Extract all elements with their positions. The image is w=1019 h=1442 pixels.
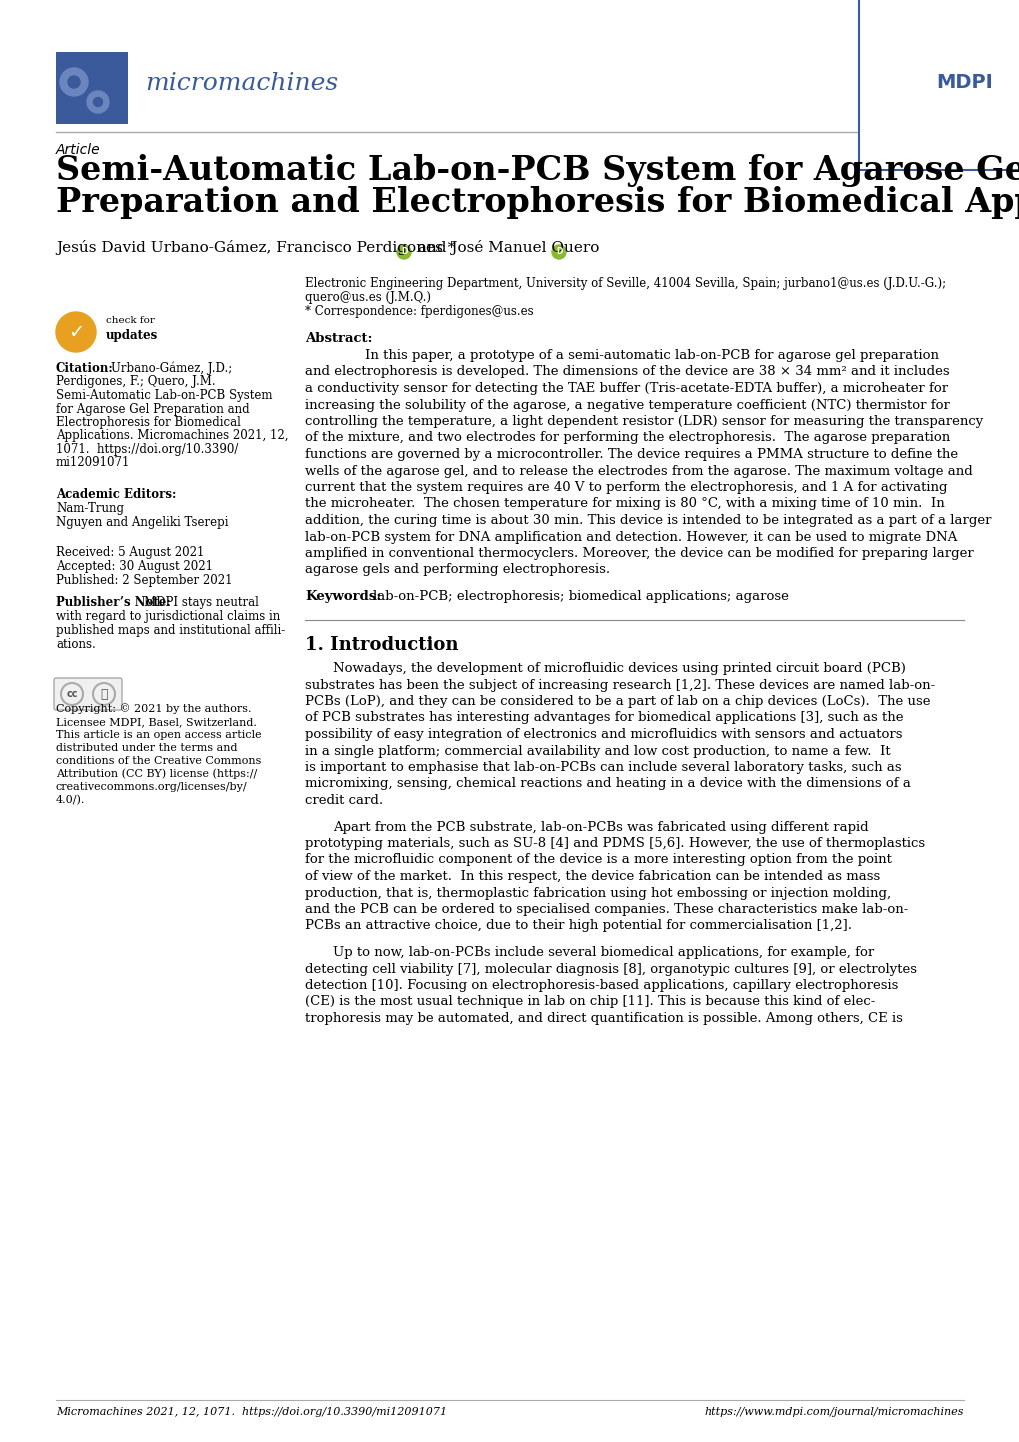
Text: Preparation and Electrophoresis for Biomedical Applications: Preparation and Electrophoresis for Biom… xyxy=(56,186,1019,219)
Text: Nam-Trung: Nam-Trung xyxy=(56,502,124,515)
Text: micromixing, sensing, chemical reactions and heating in a device with the dimens: micromixing, sensing, chemical reactions… xyxy=(305,777,910,790)
Text: ✓: ✓ xyxy=(67,323,85,342)
FancyBboxPatch shape xyxy=(56,52,127,124)
Text: Attribution (CC BY) license (https://: Attribution (CC BY) license (https:// xyxy=(56,769,257,779)
Text: Publisher’s Note:: Publisher’s Note: xyxy=(56,596,170,609)
Text: is important to emphasise that lab-on-PCBs can include several laboratory tasks,: is important to emphasise that lab-on-PC… xyxy=(305,761,901,774)
Text: a conductivity sensor for detecting the TAE buffer (Tris-acetate-EDTA buffer), a: a conductivity sensor for detecting the … xyxy=(305,382,948,395)
Text: Semi-Automatic Lab-on-PCB System for Agarose Gel: Semi-Automatic Lab-on-PCB System for Aga… xyxy=(56,154,1019,187)
Text: MDPI: MDPI xyxy=(935,74,993,92)
Text: addition, the curing time is about 30 min. This device is intended to be integra: addition, the curing time is about 30 mi… xyxy=(305,513,990,526)
Text: Academic Editors:: Academic Editors: xyxy=(56,487,176,500)
Circle shape xyxy=(396,245,411,260)
Text: agarose gels and performing electrophoresis.: agarose gels and performing electrophore… xyxy=(305,564,609,577)
Text: creativecommons.org/licenses/by/: creativecommons.org/licenses/by/ xyxy=(56,782,248,792)
Text: of PCB substrates has interesting advantages for biomedical applications [3], su: of PCB substrates has interesting advant… xyxy=(305,711,903,724)
Text: lab-on-PCB system for DNA amplification and detection. However, it can be used t: lab-on-PCB system for DNA amplification … xyxy=(305,531,957,544)
Text: check for: check for xyxy=(106,316,155,324)
Text: the microheater.  The chosen temperature for mixing is 80 °C, with a mixing time: the microheater. The chosen temperature … xyxy=(305,497,944,510)
Text: Received: 5 August 2021: Received: 5 August 2021 xyxy=(56,547,204,559)
Text: substrates has been the subject of increasing research [1,2]. These devices are : substrates has been the subject of incre… xyxy=(305,679,934,692)
Circle shape xyxy=(87,91,109,112)
Text: micromachines: micromachines xyxy=(145,72,338,95)
Text: cc: cc xyxy=(66,689,77,699)
Text: This article is an open access article: This article is an open access article xyxy=(56,730,261,740)
Text: detecting cell viability [7], molecular diagnosis [8], organotypic cultures [9],: detecting cell viability [7], molecular … xyxy=(305,962,916,975)
Text: Published: 2 September 2021: Published: 2 September 2021 xyxy=(56,574,232,587)
Text: controlling the temperature, a light dependent resistor (LDR) sensor for measuri: controlling the temperature, a light dep… xyxy=(305,415,982,428)
Text: with regard to jurisdictional claims in: with regard to jurisdictional claims in xyxy=(56,610,280,623)
Text: published maps and institutional affili-: published maps and institutional affili- xyxy=(56,624,285,637)
Text: MDPI stays neutral: MDPI stays neutral xyxy=(144,596,259,609)
Text: detection [10]. Focusing on electrophoresis-based applications, capillary electr: detection [10]. Focusing on electrophore… xyxy=(305,979,898,992)
Text: (CE) is the most usual technique in lab on chip [11]. This is because this kind : (CE) is the most usual technique in lab … xyxy=(305,995,874,1008)
Text: production, that is, thermoplastic fabrication using hot embossing or injection : production, that is, thermoplastic fabri… xyxy=(305,887,891,900)
Text: * Correspondence: fperdigones@us.es: * Correspondence: fperdigones@us.es xyxy=(305,306,533,319)
Text: Keywords:: Keywords: xyxy=(305,590,381,603)
Text: for the microfluidic component of the device is a more interesting option from t: for the microfluidic component of the de… xyxy=(305,854,891,867)
Text: Accepted: 30 August 2021: Accepted: 30 August 2021 xyxy=(56,559,213,572)
Text: prototyping materials, such as SU-8 [4] and PDMS [5,6]. However, the use of ther: prototyping materials, such as SU-8 [4] … xyxy=(305,836,924,849)
Text: Nguyen and Angeliki Tserepi: Nguyen and Angeliki Tserepi xyxy=(56,516,228,529)
Text: current that the system requires are 40 V to perform the electrophoresis, and 1 : current that the system requires are 40 … xyxy=(305,482,947,495)
Text: and the PCB can be ordered to specialised companies. These characteristics make : and the PCB can be ordered to specialise… xyxy=(305,903,908,916)
Text: Abstract:: Abstract: xyxy=(305,332,372,345)
Text: D: D xyxy=(400,248,407,257)
Circle shape xyxy=(551,245,566,260)
Text: lab-on-PCB; electrophoresis; biomedical applications; agarose: lab-on-PCB; electrophoresis; biomedical … xyxy=(373,590,788,603)
Text: functions are governed by a microcontroller. The device requires a PMMA structur: functions are governed by a microcontrol… xyxy=(305,448,957,461)
Text: for Agarose Gel Preparation and: for Agarose Gel Preparation and xyxy=(56,402,250,415)
Text: possibility of easy integration of electronics and microfluidics with sensors an: possibility of easy integration of elect… xyxy=(305,728,902,741)
Text: In this paper, a prototype of a semi-automatic lab-on-PCB for agarose gel prepar: In this paper, a prototype of a semi-aut… xyxy=(365,349,938,362)
Text: increasing the solubility of the agarose, a negative temperature coefficient (NT: increasing the solubility of the agarose… xyxy=(305,398,949,411)
Text: and electrophoresis is developed. The dimensions of the device are 38 × 34 mm² a: and electrophoresis is developed. The di… xyxy=(305,365,949,378)
Text: credit card.: credit card. xyxy=(305,795,383,808)
Circle shape xyxy=(94,98,102,107)
FancyBboxPatch shape xyxy=(54,678,122,709)
Text: Nowadays, the development of microfluidic devices using printed circuit board (P: Nowadays, the development of microfluidi… xyxy=(332,662,905,675)
Circle shape xyxy=(60,68,88,97)
Text: distributed under the terms and: distributed under the terms and xyxy=(56,743,237,753)
Text: PCBs an attractive choice, due to their high potential for commercialisation [1,: PCBs an attractive choice, due to their … xyxy=(305,920,851,933)
Text: in a single platform; commercial availability and low cost production, to name a: in a single platform; commercial availab… xyxy=(305,744,890,757)
Text: Citation:: Citation: xyxy=(56,362,114,375)
Text: conditions of the Creative Commons: conditions of the Creative Commons xyxy=(56,756,261,766)
Text: quero@us.es (J.M.Q.): quero@us.es (J.M.Q.) xyxy=(305,291,431,304)
Circle shape xyxy=(56,311,96,352)
Text: amplified in conventional thermocyclers. Moreover, the device can be modified fo: amplified in conventional thermocyclers.… xyxy=(305,547,973,559)
Text: 4.0/).: 4.0/). xyxy=(56,795,86,805)
Text: Applications. Micromachines 2021, 12,: Applications. Micromachines 2021, 12, xyxy=(56,430,288,443)
Text: trophoresis may be automated, and direct quantification is possible. Among other: trophoresis may be automated, and direct… xyxy=(305,1012,902,1025)
Circle shape xyxy=(68,76,79,88)
Text: of view of the market.  In this respect, the device fabrication can be intended : of view of the market. In this respect, … xyxy=(305,870,879,883)
Text: Perdigones, F.; Quero, J.M.: Perdigones, F.; Quero, J.M. xyxy=(56,375,215,388)
Text: of the mixture, and two electrodes for performing the electrophoresis.  The agar: of the mixture, and two electrodes for p… xyxy=(305,431,950,444)
Text: Up to now, lab-on-PCBs include several biomedical applications, for example, for: Up to now, lab-on-PCBs include several b… xyxy=(332,946,873,959)
Text: Copyright: © 2021 by the authors.: Copyright: © 2021 by the authors. xyxy=(56,704,252,714)
Text: PCBs (LoP), and they can be considered to be a part of lab on a chip devices (Lo: PCBs (LoP), and they can be considered t… xyxy=(305,695,929,708)
Text: 1071.  https://doi.org/10.3390/: 1071. https://doi.org/10.3390/ xyxy=(56,443,238,456)
Text: https://www.mdpi.com/journal/micromachines: https://www.mdpi.com/journal/micromachin… xyxy=(704,1407,963,1417)
Text: wells of the agarose gel, and to release the electrodes from the agarose. The ma: wells of the agarose gel, and to release… xyxy=(305,464,972,477)
Text: mi12091071: mi12091071 xyxy=(56,457,130,470)
Text: Jesús David Urbano-Gámez, Francisco Perdigones *: Jesús David Urbano-Gámez, Francisco Perd… xyxy=(56,239,454,255)
Text: and José Manuel Quero: and José Manuel Quero xyxy=(413,239,599,255)
Text: Semi-Automatic Lab-on-PCB System: Semi-Automatic Lab-on-PCB System xyxy=(56,389,272,402)
Text: 1. Introduction: 1. Introduction xyxy=(305,636,459,655)
Text: ations.: ations. xyxy=(56,637,96,650)
Text: Licensee MDPI, Basel, Switzerland.: Licensee MDPI, Basel, Switzerland. xyxy=(56,717,257,727)
Text: Electronic Engineering Department, University of Seville, 41004 Sevilla, Spain; : Electronic Engineering Department, Unive… xyxy=(305,277,946,290)
Text: ⓑ: ⓑ xyxy=(100,688,108,701)
Text: Apart from the PCB substrate, lab-on-PCBs was fabricated using different rapid: Apart from the PCB substrate, lab-on-PCB… xyxy=(332,820,868,833)
Text: D: D xyxy=(555,248,561,257)
Text: Electrophoresis for Biomedical: Electrophoresis for Biomedical xyxy=(56,415,240,430)
Text: Micromachines 2021, 12, 1071.  https://doi.org/10.3390/mi12091071: Micromachines 2021, 12, 1071. https://do… xyxy=(56,1407,446,1417)
Text: Urbano-Gámez, J.D.;: Urbano-Gámez, J.D.; xyxy=(111,362,232,375)
Text: Article: Article xyxy=(56,143,101,157)
Text: updates: updates xyxy=(106,329,158,342)
